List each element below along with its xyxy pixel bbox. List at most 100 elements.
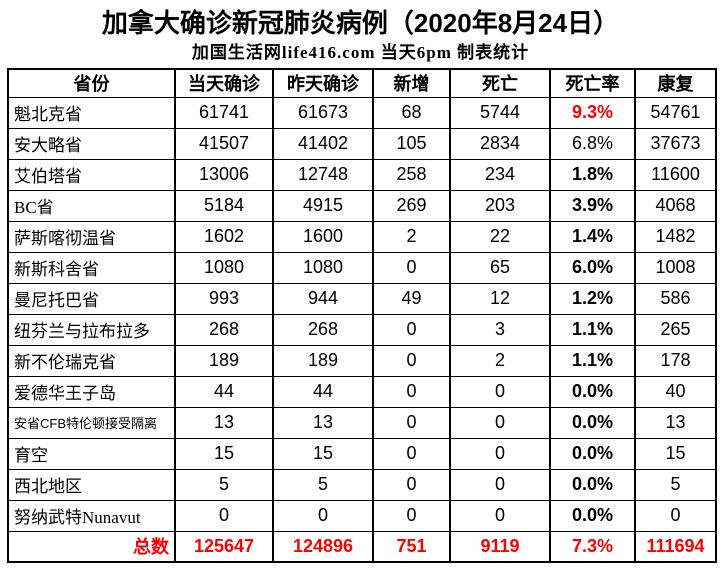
deaths-cell: 0 [449, 406, 551, 439]
province-cell: 爱德华王子岛 [7, 375, 176, 408]
recovered-cell: 5 [634, 468, 717, 501]
today-confirmed-cell: 268 [174, 313, 274, 346]
death-rate-cell: 0.0% [549, 468, 636, 501]
covid-stats-table: 省份 当天确诊 昨天确诊 新增 死亡 死亡率 康复 魁北克省 61741 616… [7, 68, 717, 563]
today-confirmed-cell: 993 [174, 282, 274, 315]
death-rate-cell: 1.2% [549, 282, 636, 315]
new-cases-cell: 258 [372, 158, 451, 191]
new-cases-cell: 0 [372, 375, 451, 408]
today-confirmed-cell: 1602 [174, 220, 274, 253]
yesterday-confirmed-cell: 189 [272, 344, 374, 377]
deaths-cell: 3 [449, 313, 551, 346]
recovered-cell: 265 [634, 313, 717, 346]
table-row: BC省 5184 4915 269 203 3.9% 4068 [7, 189, 717, 222]
new-cases-cell: 0 [372, 251, 451, 284]
table-row: 曼尼托巴省 993 944 49 12 1.2% 586 [7, 282, 717, 315]
province-cell: 总数 [7, 530, 176, 563]
today-confirmed-cell: 0 [174, 499, 274, 532]
today-confirmed-cell: 5 [174, 468, 274, 501]
page: 加拿大确诊新冠肺炎病例（2020年8月24日） 加国生活网life416.com… [0, 7, 721, 563]
deaths-cell: 0 [449, 499, 551, 532]
recovered-cell: 586 [634, 282, 717, 315]
col-header-recovered: 康复 [634, 68, 717, 98]
table-row: 纽芬兰与拉布拉多 268 268 0 3 1.1% 265 [7, 313, 717, 346]
table-row: 魁北克省 61741 61673 68 5744 9.3% 54761 [7, 96, 717, 129]
death-rate-cell: 1.1% [549, 344, 636, 377]
today-confirmed-cell: 189 [174, 344, 274, 377]
col-header-death-rate: 死亡率 [549, 68, 636, 98]
death-rate-cell: 0.0% [549, 437, 636, 470]
today-confirmed-cell: 1080 [174, 251, 274, 284]
page-subtitle: 加国生活网life416.com 当天6pm 制表统计 [191, 43, 530, 62]
today-confirmed-cell: 125647 [174, 530, 274, 563]
recovered-cell: 40 [634, 375, 717, 408]
province-cell: 努纳武特Nunavut [7, 499, 176, 532]
yesterday-confirmed-cell: 1080 [272, 251, 374, 284]
province-cell: 安省CFB特伦顿接受隔离 [7, 406, 176, 439]
deaths-cell: 0 [449, 468, 551, 501]
new-cases-cell: 68 [372, 96, 451, 129]
total-row: 总数 125647 124896 751 9119 7.3% 111694 [7, 530, 717, 563]
new-cases-cell: 0 [372, 437, 451, 470]
new-cases-cell: 105 [372, 127, 451, 160]
table-row: 新斯科舍省 1080 1080 0 65 6.0% 1008 [7, 251, 717, 284]
new-cases-cell: 0 [372, 499, 451, 532]
province-cell: 艾伯塔省 [7, 158, 176, 191]
deaths-cell: 234 [449, 158, 551, 191]
today-confirmed-cell: 41507 [174, 127, 274, 160]
new-cases-cell: 0 [372, 313, 451, 346]
new-cases-cell: 751 [372, 530, 451, 563]
recovered-cell: 11600 [634, 158, 717, 191]
yesterday-confirmed-cell: 1600 [272, 220, 374, 253]
yesterday-confirmed-cell: 4915 [272, 189, 374, 222]
yesterday-confirmed-cell: 44 [272, 375, 374, 408]
col-header-deaths: 死亡 [449, 68, 551, 98]
deaths-cell: 2834 [449, 127, 551, 160]
deaths-cell: 0 [449, 375, 551, 408]
death-rate-cell: 6.8% [549, 127, 636, 160]
death-rate-cell: 0.0% [549, 406, 636, 439]
today-confirmed-cell: 44 [174, 375, 274, 408]
deaths-cell: 0 [449, 437, 551, 470]
death-rate-cell: 7.3% [549, 530, 636, 563]
table-row: 安省CFB特伦顿接受隔离 13 13 0 0 0.0% 13 [7, 406, 717, 439]
yesterday-confirmed-cell: 0 [272, 499, 374, 532]
death-rate-cell: 0.0% [549, 375, 636, 408]
recovered-cell: 1482 [634, 220, 717, 253]
today-confirmed-cell: 15 [174, 437, 274, 470]
new-cases-cell: 49 [372, 282, 451, 315]
deaths-cell: 5744 [449, 96, 551, 129]
yesterday-confirmed-cell: 124896 [272, 530, 374, 563]
deaths-cell: 12 [449, 282, 551, 315]
new-cases-cell: 0 [372, 468, 451, 501]
province-cell: 育空 [7, 437, 176, 470]
yesterday-confirmed-cell: 41402 [272, 127, 374, 160]
table-row: 努纳武特Nunavut 0 0 0 0 0.0% 0 [7, 499, 717, 532]
province-cell: 新不伦瑞克省 [7, 344, 176, 377]
recovered-cell: 37673 [634, 127, 717, 160]
new-cases-cell: 0 [372, 406, 451, 439]
deaths-cell: 203 [449, 189, 551, 222]
col-header-new-cases: 新增 [372, 68, 451, 98]
new-cases-cell: 0 [372, 344, 451, 377]
recovered-cell: 54761 [634, 96, 717, 129]
yesterday-confirmed-cell: 61673 [272, 96, 374, 129]
page-title: 加拿大确诊新冠肺炎病例（2020年8月24日） [101, 8, 620, 38]
death-rate-cell: 1.8% [549, 158, 636, 191]
recovered-cell: 13 [634, 406, 717, 439]
today-confirmed-cell: 61741 [174, 96, 274, 129]
yesterday-confirmed-cell: 5 [272, 468, 374, 501]
table-row: 西北地区 5 5 0 0 0.0% 5 [7, 468, 717, 501]
col-header-province: 省份 [7, 68, 176, 98]
new-cases-cell: 2 [372, 220, 451, 253]
yesterday-confirmed-cell: 15 [272, 437, 374, 470]
death-rate-cell: 0.0% [549, 499, 636, 532]
province-cell: 新斯科舍省 [7, 251, 176, 284]
table-row: 爱德华王子岛 44 44 0 0 0.0% 40 [7, 375, 717, 408]
yesterday-confirmed-cell: 12748 [272, 158, 374, 191]
yesterday-confirmed-cell: 13 [272, 406, 374, 439]
table-row: 萨斯喀彻温省 1602 1600 2 22 1.4% 1482 [7, 220, 717, 253]
col-header-today-confirmed: 当天确诊 [174, 68, 274, 98]
deaths-cell: 2 [449, 344, 551, 377]
death-rate-cell: 1.4% [549, 220, 636, 253]
